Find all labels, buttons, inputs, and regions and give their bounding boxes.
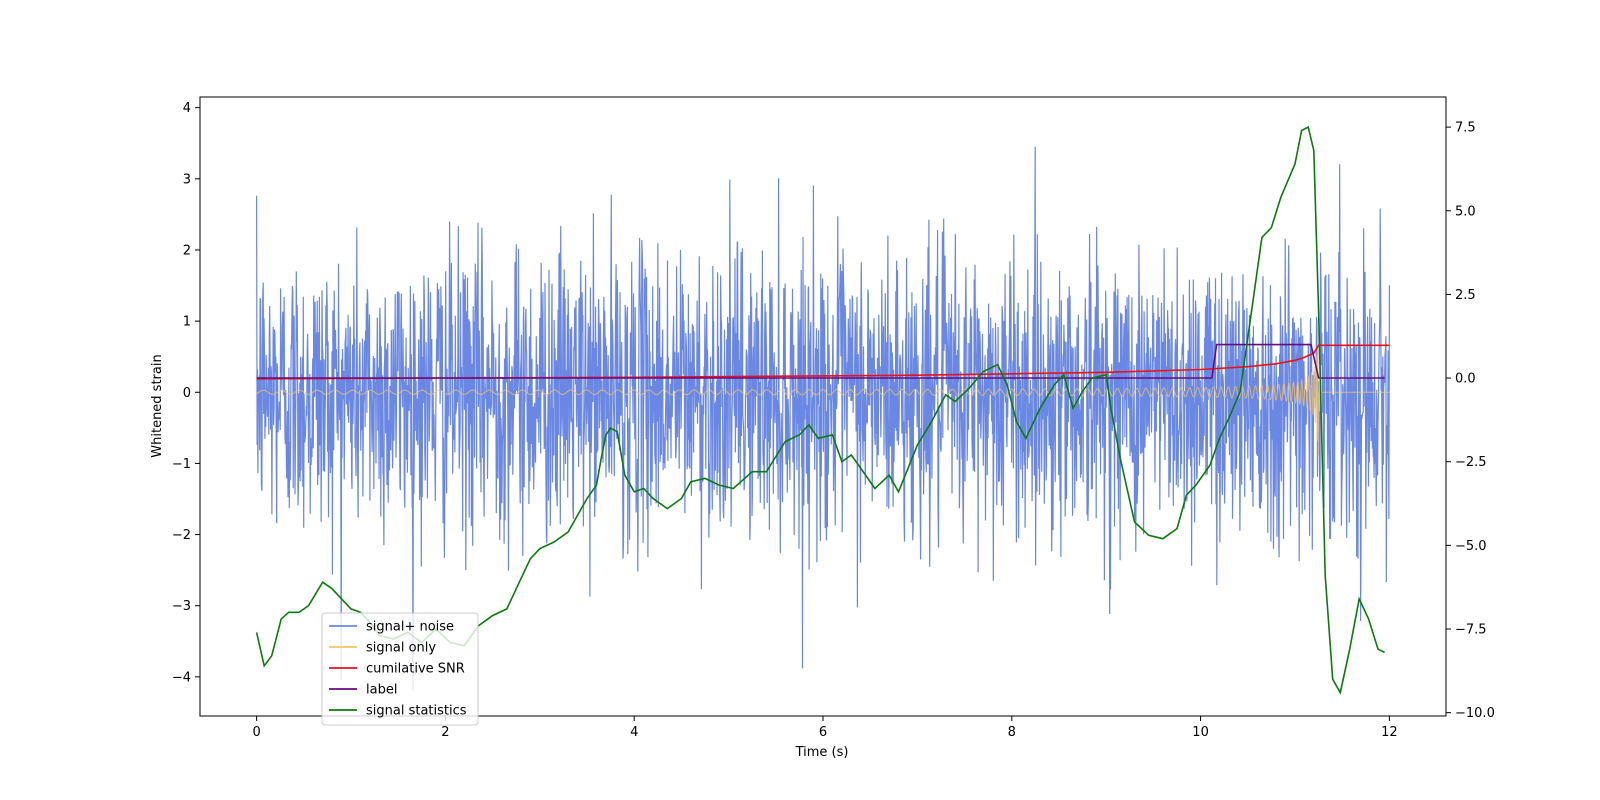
y-right-tick-label: −10.0 (1455, 706, 1495, 721)
legend-label: signal+ noise (366, 620, 454, 635)
x-tick-label: 8 (1008, 725, 1016, 740)
series-signal-only (256, 319, 1390, 456)
y-tick-label: 3 (183, 172, 191, 187)
y-tick-label: 1 (183, 315, 191, 330)
series-signal-noise (256, 146, 1390, 692)
y-right-tick-label: 0.0 (1455, 372, 1476, 387)
x-tick-label: 4 (630, 725, 638, 740)
y-right-tick-label: 2.5 (1455, 288, 1476, 303)
y-axis-label: Whitened strain (150, 354, 165, 457)
y-right-tick-label: −2.5 (1455, 455, 1487, 470)
x-tick-label: 6 (819, 725, 827, 740)
legend-box (321, 612, 479, 726)
x-axis-ticks: 0 2 4 6 8 10 12 (252, 716, 1398, 740)
y-right-tick-label: −5.0 (1455, 539, 1487, 554)
y-tick-label: 4 (183, 101, 191, 116)
y-axis-right-ticks: −10.0 −7.5 −5.0 −2.5 0.0 2.5 5.0 7.5 (1446, 121, 1495, 721)
x-tick-label: 10 (1192, 725, 1209, 740)
y-right-tick-label: −7.5 (1455, 623, 1487, 638)
x-tick-label: 2 (441, 725, 449, 740)
legend-label: signal statistics (366, 704, 467, 719)
series-cumulative-snr (256, 344, 1390, 380)
y-tick-label: −2 (172, 528, 191, 543)
y-tick-label: 2 (183, 243, 191, 258)
y-tick-label: 0 (183, 386, 191, 401)
y-tick-label: −3 (172, 599, 191, 614)
y-tick-label: −4 (172, 670, 191, 685)
y-axis-ticks: −4 −3 −2 −1 0 1 2 3 4 (172, 101, 200, 685)
y-tick-label: −1 (172, 457, 191, 472)
legend-label: signal only (366, 641, 436, 656)
legend-label: cumilative SNR (366, 662, 465, 677)
y-right-tick-label: 7.5 (1455, 121, 1476, 136)
y-right-tick-label: 5.0 (1455, 204, 1476, 219)
legend-label: label (366, 683, 397, 698)
legend: signal+ noise signal only cumilative SNR la… (321, 612, 479, 726)
series-layer (255, 125, 1390, 695)
series-label (256, 343, 1385, 379)
x-axis-label: Time (s) (795, 745, 849, 760)
x-tick-label: 0 (252, 725, 260, 740)
x-tick-label: 12 (1381, 725, 1398, 740)
